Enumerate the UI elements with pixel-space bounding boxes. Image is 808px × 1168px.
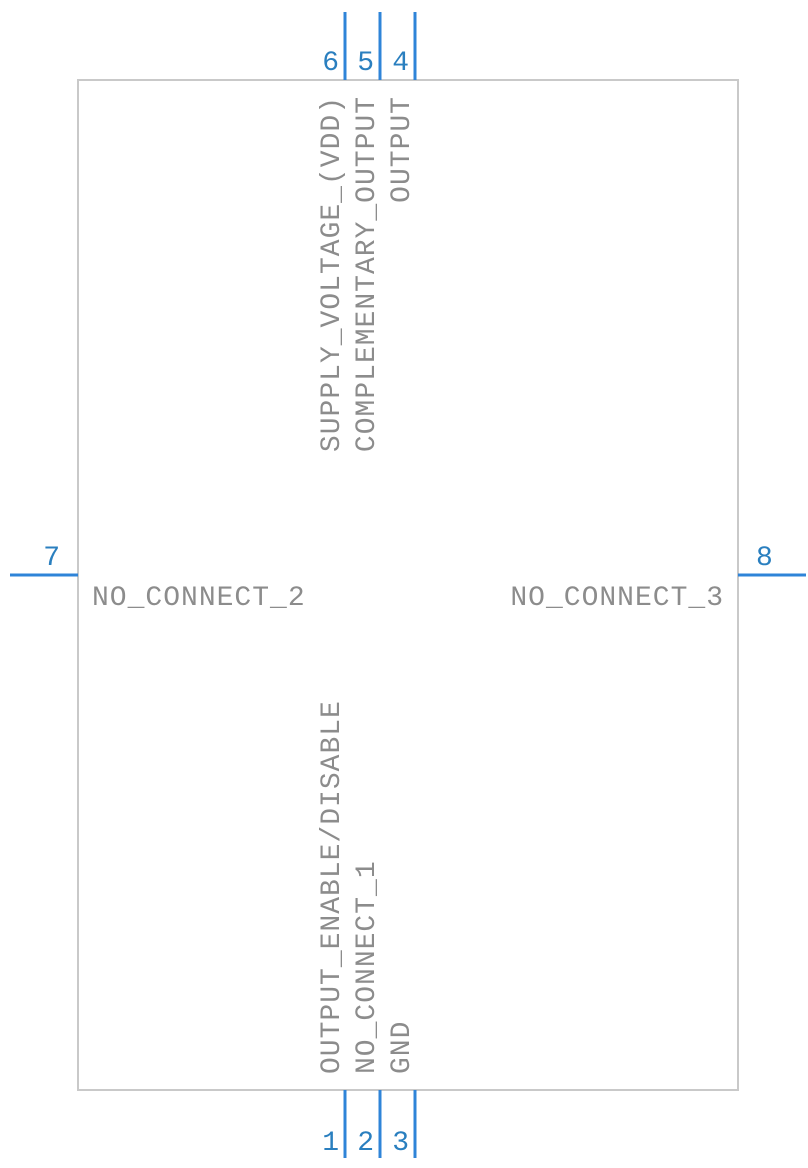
pin-4-number: 4 — [392, 48, 409, 79]
pin-6-number: 6 — [322, 48, 339, 79]
pin-2-number: 2 — [357, 1128, 374, 1159]
pin-1-number: 1 — [322, 1128, 339, 1159]
pin-5-label: COMPLEMENTARY_OUTPUT — [352, 96, 383, 452]
pin-2-label: NO_CONNECT_1 — [352, 860, 383, 1074]
pin-1-label: OUTPUT_ENABLE/DISABLE — [317, 700, 348, 1074]
pin-5-number: 5 — [357, 48, 374, 79]
pin-3-label: GND — [387, 1021, 418, 1074]
pin-6-label: SUPPLY_VOLTAGE_(VDD) — [317, 96, 348, 452]
pin-4-label: OUTPUT — [387, 96, 418, 203]
pin-7-number: 7 — [43, 543, 60, 574]
pin-7-label: NO_CONNECT_2 — [92, 583, 306, 614]
pin-3-number: 3 — [392, 1128, 409, 1159]
pin-8-label: NO_CONNECT_3 — [510, 583, 724, 614]
pin-8-number: 8 — [756, 543, 773, 574]
